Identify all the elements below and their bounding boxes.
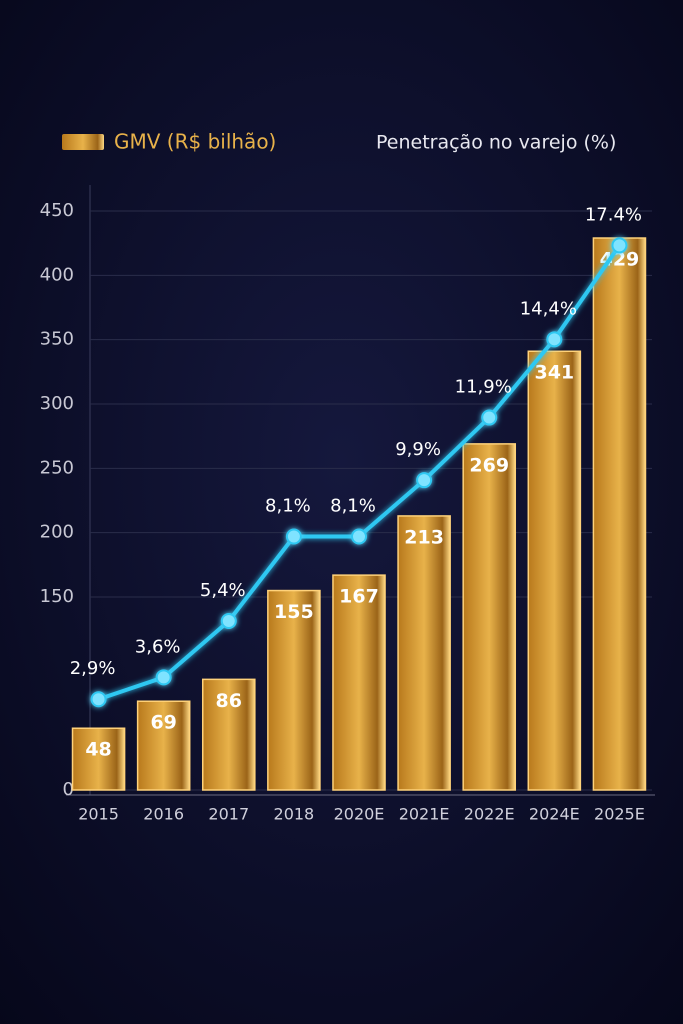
bar-value-label: 341 bbox=[534, 362, 574, 384]
bar bbox=[462, 443, 517, 791]
point-value-label: 14,4% bbox=[520, 298, 577, 319]
bar bbox=[397, 515, 451, 791]
x-tick-label: 2024E bbox=[529, 805, 580, 824]
bar-value-label: 48 bbox=[85, 739, 111, 761]
bar bbox=[267, 589, 321, 791]
point-value-label: 5,4% bbox=[200, 580, 246, 601]
point-value-label: 3,6% bbox=[135, 636, 181, 657]
x-tick-label: 2022E bbox=[464, 805, 515, 824]
y-tick-label: 350 bbox=[40, 329, 74, 350]
y-tick-label: 300 bbox=[40, 393, 74, 414]
x-tick-label: 2021E bbox=[399, 805, 450, 824]
bar bbox=[201, 678, 256, 791]
y-tick-label: 200 bbox=[40, 522, 74, 543]
point-value-label: 8,1% bbox=[265, 495, 311, 516]
line-point bbox=[416, 472, 433, 489]
x-tick-label: 2025E bbox=[594, 805, 645, 824]
bar bbox=[527, 350, 582, 791]
bar-value-label: 69 bbox=[150, 712, 176, 734]
x-tick-label: 2020E bbox=[334, 805, 385, 824]
bar-value-label: 155 bbox=[274, 601, 314, 623]
x-tick-label: 2018 bbox=[274, 805, 315, 824]
bar-value-label: 429 bbox=[600, 249, 640, 271]
bar-value-label: 269 bbox=[469, 454, 509, 476]
bar-value-label: 86 bbox=[216, 690, 242, 712]
bar bbox=[592, 237, 647, 791]
bar-value-label: 167 bbox=[339, 586, 379, 608]
point-value-label: 9,9% bbox=[395, 439, 441, 460]
bar bbox=[136, 700, 191, 791]
legend-label: Penetração no varejo (%) bbox=[376, 132, 616, 154]
point-value-label: 8,1% bbox=[330, 495, 376, 516]
x-tick-label: 2017 bbox=[208, 805, 249, 824]
bar-value-label: 213 bbox=[404, 526, 444, 548]
line-point bbox=[351, 528, 367, 545]
line-point bbox=[546, 331, 563, 348]
x-tick-label: 2016 bbox=[143, 805, 184, 824]
line-point bbox=[220, 612, 237, 629]
line-point bbox=[611, 237, 628, 254]
line-point bbox=[481, 409, 498, 426]
bar bbox=[332, 574, 386, 791]
line-point bbox=[285, 528, 302, 545]
y-tick-label: 450 bbox=[40, 200, 74, 221]
x-tick-label: 2015 bbox=[78, 805, 119, 824]
y-tick-label: 150 bbox=[40, 586, 74, 607]
y-tick-label: 250 bbox=[40, 457, 74, 478]
line-point bbox=[90, 691, 107, 708]
y-tick-label: 400 bbox=[40, 264, 74, 285]
legend-label: GMV (R$ bilhão) bbox=[114, 130, 276, 154]
point-value-label: 17.4% bbox=[585, 204, 642, 225]
point-value-label: 11,9% bbox=[455, 377, 512, 398]
point-value-label: 2,9% bbox=[70, 658, 116, 679]
legend-swatch bbox=[62, 134, 104, 150]
line-point bbox=[155, 669, 172, 686]
y-tick-label: 0 bbox=[63, 779, 74, 800]
bar bbox=[71, 727, 126, 791]
